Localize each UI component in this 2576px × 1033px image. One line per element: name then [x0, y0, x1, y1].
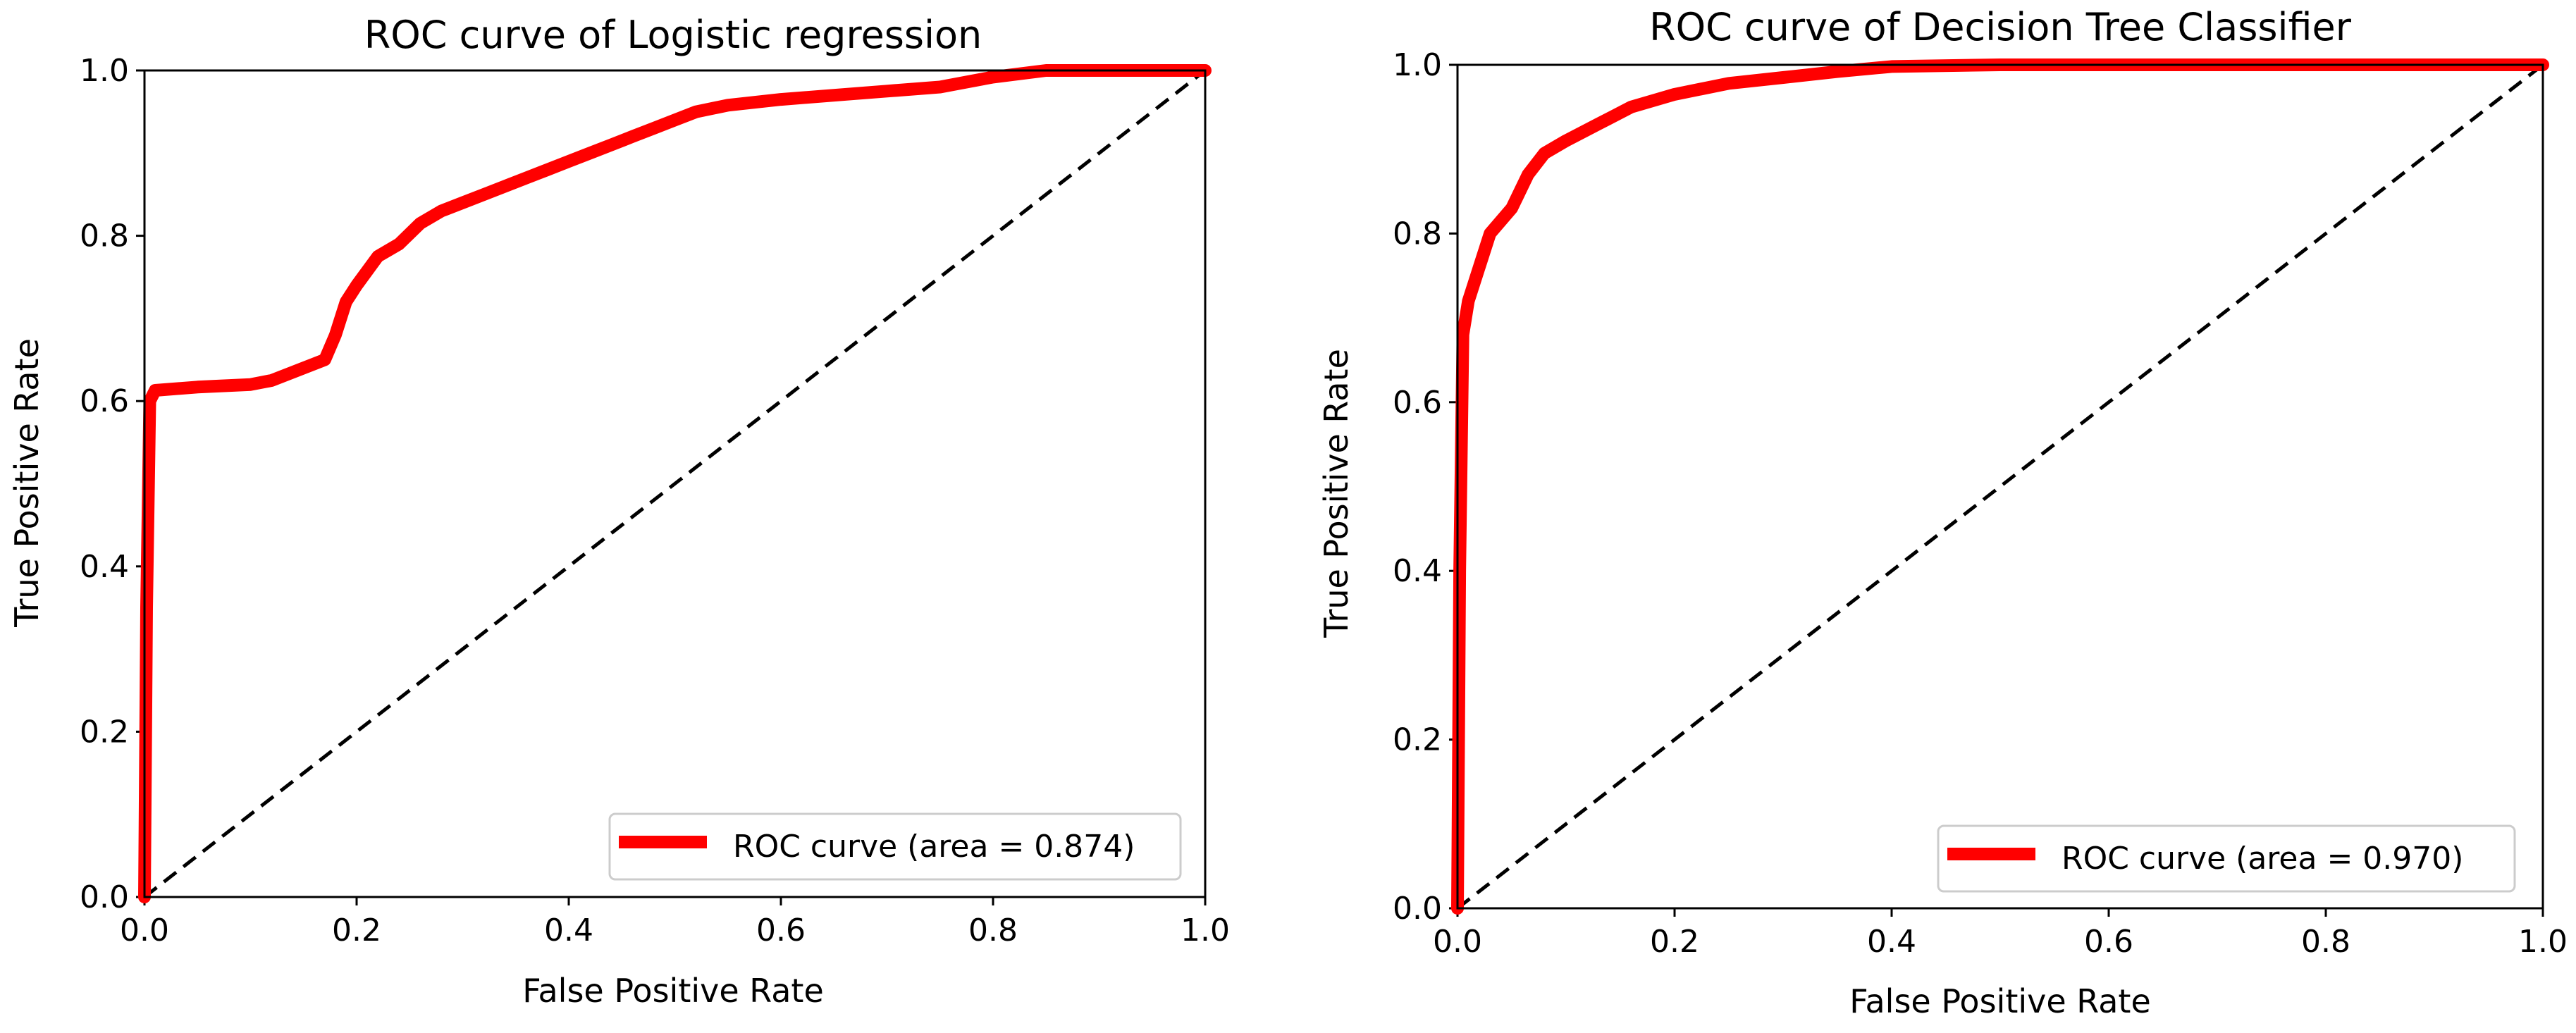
y-tick-label: 1.0 [80, 53, 129, 89]
x-axis-label: False Positive Rate [1849, 982, 2151, 1020]
x-tick-label: 0.4 [544, 913, 593, 948]
legend: ROC curve (area = 0.970) [1937, 824, 2516, 893]
plot-frame [1456, 63, 2544, 910]
y-tick-label: 1.0 [1393, 47, 1442, 83]
legend-box [1937, 824, 2516, 893]
x-tick-label: 0.0 [120, 913, 169, 948]
x-tick-label: 0.8 [2301, 924, 2350, 960]
series-group [138, 64, 1212, 903]
y-tick-label: 0.6 [1393, 385, 1442, 421]
chance-diagonal-line [1456, 63, 2544, 910]
chance-diagonal-line [143, 69, 1207, 898]
legend-entry: ROC curve (area = 0.970) [2062, 841, 2463, 877]
tick-group: 0.0 0.2 0.4 0.6 0.8 1.0 0.0 0.2 0.4 0.6 0.8 1.0 [80, 53, 1230, 948]
legend-box [608, 812, 1182, 881]
y-tick-label: 0.2 [1393, 722, 1442, 758]
x-tick-label: 0.0 [1433, 924, 1482, 960]
chart-title: ROC curve of Logistic regression [364, 13, 982, 57]
x-tick-label: 0.4 [1867, 924, 1916, 960]
y-tick-label: 0.0 [1393, 891, 1442, 927]
chart-decision-tree: ROC curve of Decision Tree Classifier Fa… [1317, 5, 2568, 1020]
x-tick-label: 1.0 [1181, 913, 1230, 948]
tick-group: 0.0 0.2 0.4 0.6 0.8 1.0 0.0 0.2 0.4 0.6 0.8 1.0 [1393, 47, 2568, 960]
y-tick-label: 0.8 [1393, 216, 1442, 252]
chart-logistic-regression: ROC curve of Logistic regression False P… [8, 13, 1230, 1010]
x-tick-label: 0.2 [332, 913, 381, 948]
x-tick-label: 1.0 [2518, 924, 2568, 960]
x-tick-label: 0.6 [2084, 924, 2133, 960]
roc-curve-line [138, 64, 1212, 903]
y-tick-label: 0.4 [1393, 553, 1442, 589]
y-axis-label: True Positive Rate [8, 338, 46, 628]
legend-entry: ROC curve (area = 0.874) [733, 829, 1135, 865]
plot-frame [143, 69, 1207, 898]
legend: ROC curve (area = 0.874) [608, 812, 1182, 881]
x-tick-label: 0.8 [968, 913, 1018, 948]
y-tick-label: 0.8 [80, 218, 129, 254]
y-tick-label: 0.6 [80, 383, 129, 419]
y-tick-label: 0.0 [80, 879, 129, 915]
chart-title: ROC curve of Decision Tree Classifier [1649, 5, 2352, 49]
x-tick-label: 0.2 [1650, 924, 1699, 960]
y-tick-label: 0.4 [80, 549, 129, 585]
x-tick-label: 0.6 [756, 913, 806, 948]
x-axis-label: False Positive Rate [522, 972, 824, 1010]
y-axis-label: True Positive Rate [1317, 349, 1355, 638]
series-group [1451, 58, 2549, 915]
y-tick-label: 0.2 [80, 714, 129, 750]
